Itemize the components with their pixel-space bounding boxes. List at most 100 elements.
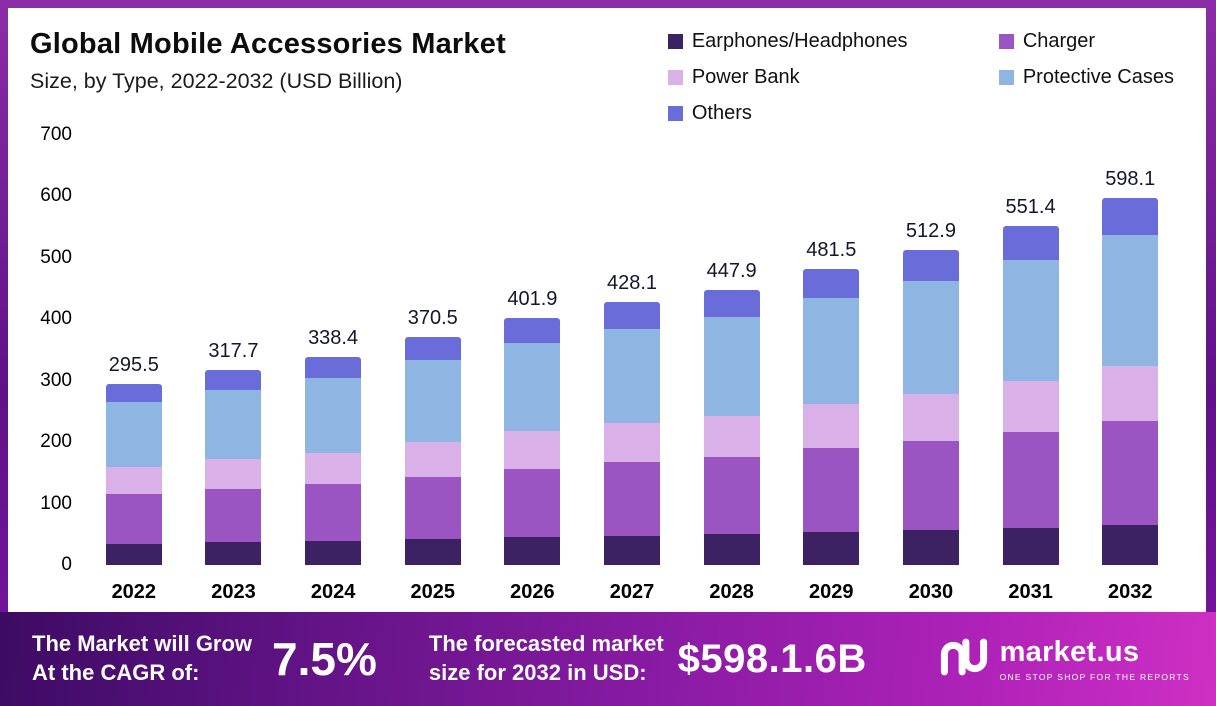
bar-segment-charger	[504, 468, 561, 538]
bar-segment-charger	[803, 448, 860, 532]
bar-segment-charger	[604, 461, 661, 536]
bar-segment-power-bank	[105, 466, 162, 495]
x-axis-label: 2023	[211, 581, 256, 603]
forecast-label: The forecasted market size for 2032 in U…	[429, 630, 664, 687]
legend: Earphones/Headphones Charger Power Bank Pro…	[667, 22, 1180, 125]
bar-segment-power-bank	[902, 393, 959, 441]
bar-segment-others	[404, 337, 461, 361]
bar-segment-others	[504, 318, 561, 343]
bar-stack	[305, 357, 362, 565]
bar-total-label: 551.4	[1005, 196, 1056, 219]
bar-segment-earphones-headphones	[404, 539, 461, 565]
bar-segment-charger	[105, 494, 162, 544]
market-us-logo: market.us ONE STOP SHOP FOR THE REPORTS	[936, 629, 1190, 690]
legend-label: Charger	[1022, 30, 1096, 52]
bar-segment-others	[803, 269, 860, 299]
bar-segment-protective-cases	[902, 281, 959, 394]
x-axis-label: 2022	[111, 581, 157, 603]
bar-plot-cell: 481.5	[781, 135, 881, 565]
bar-segment-others	[902, 249, 959, 282]
bar-column-2027: 428.1 2027	[582, 135, 682, 612]
bar-total-label: 338.4	[308, 327, 359, 350]
y-tick-label: 600	[40, 185, 72, 207]
bar-column-2029: 481.5 2029	[781, 135, 881, 612]
legend-item-protective-cases: Protective Cases	[998, 66, 1174, 89]
bar-segment-earphones-headphones	[205, 542, 262, 565]
bar-segment-power-bank	[305, 452, 362, 484]
legend-swatch-icon	[998, 34, 1014, 49]
chart-card: Global Mobile Accessories Market Size, b…	[8, 8, 1206, 612]
bar-segment-others	[604, 302, 661, 329]
y-tick-label: 300	[40, 369, 72, 391]
chart-header: Global Mobile Accessories Market Size, b…	[30, 22, 1180, 125]
y-tick-label: 700	[40, 124, 72, 145]
bar-plot-cell: 447.9	[682, 135, 782, 565]
y-tick-label: 0	[61, 554, 72, 575]
x-axis-label: 2031	[1008, 581, 1053, 603]
bar-segment-others	[305, 357, 362, 379]
bar-total-label: 447.9	[706, 259, 757, 282]
bar-plot-cell: 317.7	[184, 135, 284, 565]
logo-text: market.us	[999, 636, 1140, 668]
bar-column-2031: 551.4 2031	[981, 135, 1081, 612]
bar-column-2032: 598.1 2032	[1080, 135, 1180, 612]
cagr-value: 7.5%	[272, 633, 377, 685]
bar-segment-earphones-headphones	[902, 530, 959, 565]
bar-segment-protective-cases	[205, 390, 262, 460]
bar-total-label: 370.5	[407, 307, 458, 330]
bar-stack	[604, 302, 661, 565]
cagr-label: The Market will Grow At the CAGR of:	[32, 630, 252, 687]
bars-container: 295.5 2022 317.7 2023 338.4 2024 370.5 2025 401.…	[84, 135, 1180, 612]
bar-total-label: 598.1	[1105, 167, 1156, 190]
bar-segment-protective-cases	[1002, 260, 1059, 382]
bar-column-2022: 295.5 2022	[84, 135, 184, 612]
y-tick-label: 400	[40, 308, 72, 330]
cagr-label-line2: At the CAGR of:	[32, 660, 200, 685]
market-us-logo-icon	[936, 629, 992, 690]
bar-segment-others	[205, 369, 262, 391]
bar-segment-protective-cases	[105, 402, 162, 467]
bar-stack	[1102, 197, 1159, 565]
bar-segment-charger	[1102, 420, 1159, 526]
bar-segment-earphones-headphones	[105, 543, 162, 565]
bar-column-2023: 317.7 2023	[184, 135, 284, 612]
bar-plot-cell: 295.5	[84, 135, 184, 565]
legend-label: Others	[691, 102, 752, 124]
y-axis: 0 100 200 300 400 500 600 700	[30, 124, 84, 575]
forecast-value: $598.1.6B	[677, 636, 867, 681]
bar-total-label: 295.5	[108, 353, 159, 376]
legend-item-earphones-headphones: Earphones/Headphones	[667, 30, 973, 53]
title-block: Global Mobile Accessories Market Size, b…	[30, 22, 668, 94]
bar-segment-protective-cases	[504, 342, 561, 432]
bar-stack	[703, 289, 760, 565]
bar-total-label: 512.9	[905, 219, 956, 242]
legend-swatch-icon	[667, 70, 683, 85]
x-axis-label: 2028	[709, 581, 754, 603]
bar-column-2025: 370.5 2025	[383, 135, 483, 612]
bar-total-label: 428.1	[606, 272, 658, 295]
logo-text-block: market.us ONE STOP SHOP FOR THE REPORTS	[1000, 636, 1190, 682]
legend-item-others: Others	[667, 102, 973, 125]
bar-segment-protective-cases	[404, 360, 461, 443]
bar-segment-charger	[205, 488, 262, 543]
bar-segment-others	[1002, 226, 1059, 261]
bar-segment-power-bank	[404, 442, 461, 477]
bar-segment-earphones-headphones	[504, 537, 561, 565]
bar-plot-cell: 401.9	[483, 135, 583, 565]
bar-segment-charger	[404, 476, 461, 540]
chart-title: Global Mobile Accessories Market	[30, 28, 506, 60]
logo-tagline: ONE STOP SHOP FOR THE REPORTS	[999, 672, 1190, 682]
bar-stack	[105, 383, 162, 565]
plot-area: 0 100 200 300 400 500 600 700 295.5 2022 317.7 202…	[30, 124, 1180, 612]
x-axis-label: 2030	[908, 581, 954, 603]
bar-column-2026: 401.9 2026	[483, 135, 583, 612]
forecast-label-line1: The forecasted market	[428, 631, 664, 657]
bar-segment-power-bank	[803, 404, 860, 449]
x-axis-label: 2025	[410, 581, 455, 603]
bar-segment-earphones-headphones	[703, 534, 760, 565]
bar-plot-cell: 370.5	[383, 135, 483, 565]
bar-segment-power-bank	[504, 431, 561, 469]
legend-swatch-icon	[998, 70, 1014, 85]
forecast-label-line2: size for 2032 in USD:	[428, 660, 647, 685]
